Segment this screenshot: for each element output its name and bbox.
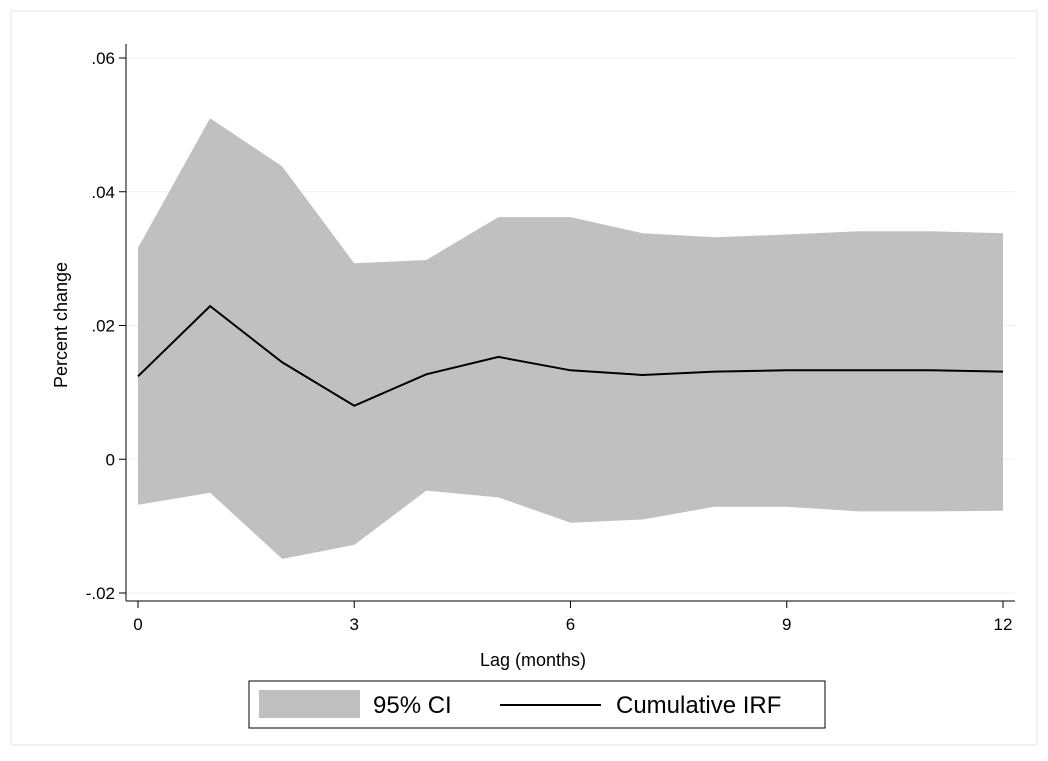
y-tick-label: -.02: [86, 584, 115, 603]
irf-line-layer: [137, 304, 1004, 407]
x-tick-label: 0: [133, 615, 142, 634]
x-tick-label: 9: [782, 615, 791, 634]
y-tick-label: 0: [106, 450, 115, 469]
legend: 95% CI Cumulative IRF: [248, 680, 826, 729]
ci-band-area: [138, 118, 1003, 559]
legend-label-irf: Cumulative IRF: [616, 692, 781, 719]
axes: -.02 0 .02 .04 .06 0 3 6 9 12: [86, 44, 1015, 634]
y-axis-label: Percent change: [51, 262, 71, 388]
x-axis-label: Lag (months): [480, 650, 586, 670]
y-tick-label: .04: [91, 183, 115, 202]
legend-label-ci: 95% CI: [373, 692, 452, 719]
y-tick-label: .02: [91, 317, 115, 336]
y-tick-label: .06: [91, 49, 115, 68]
irf-line: [137, 304, 1004, 407]
ci-band-layer: [138, 118, 1003, 559]
legend-swatch-ci: [259, 690, 360, 718]
x-tick-label: 12: [994, 615, 1013, 634]
x-tick-label: 6: [566, 615, 575, 634]
x-tick-label: 3: [350, 615, 359, 634]
